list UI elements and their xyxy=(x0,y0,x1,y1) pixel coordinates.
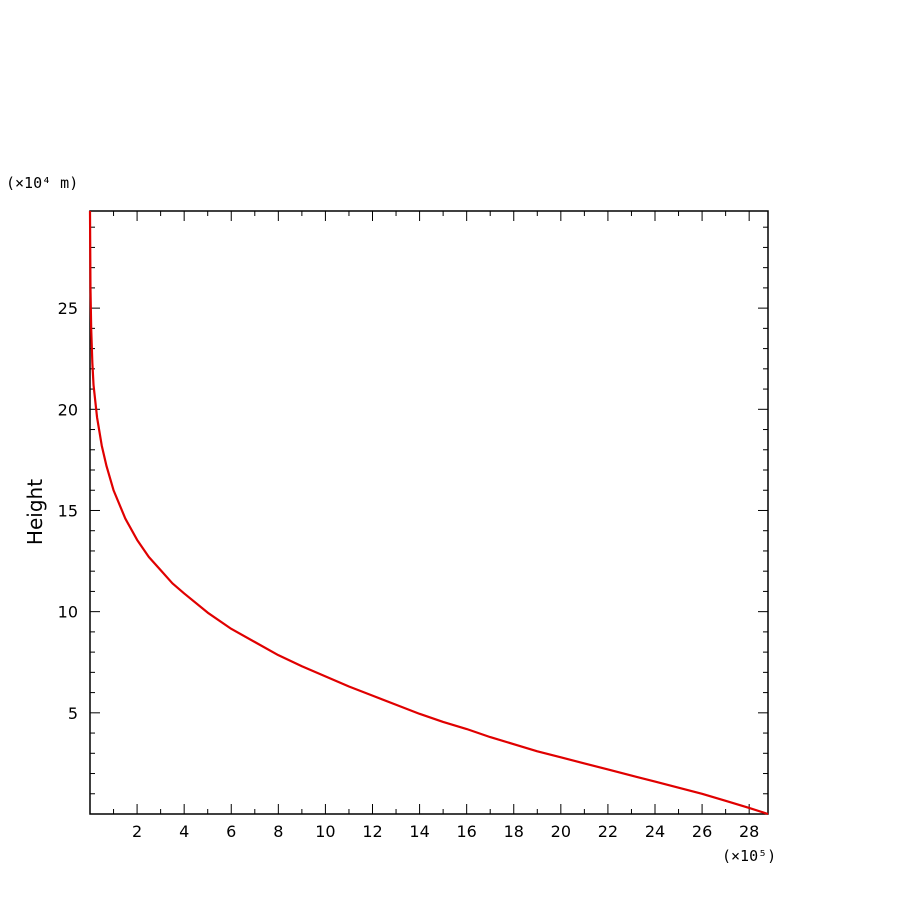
y-tick-label: 20 xyxy=(58,400,78,419)
x-tick-label: 12 xyxy=(362,822,382,841)
x-tick-label: 8 xyxy=(273,822,283,841)
y-tick-label: 10 xyxy=(58,603,78,622)
series-line-0 xyxy=(88,210,769,816)
x-tick-label: 10 xyxy=(315,822,335,841)
series-layer xyxy=(88,210,769,816)
x-tick-label: 2 xyxy=(132,822,142,841)
x-tick-label: 14 xyxy=(409,822,429,841)
y-tick-label: 15 xyxy=(58,501,78,520)
plot-frame xyxy=(89,210,769,815)
x-tick-label: 18 xyxy=(504,822,524,841)
x-tick-label: 28 xyxy=(739,822,759,841)
x-tick-label: 20 xyxy=(551,822,571,841)
x-tick-label: 22 xyxy=(598,822,618,841)
x-tick-label: 4 xyxy=(179,822,189,841)
y-tick-label: 5 xyxy=(68,704,78,723)
y-axis-label: Height xyxy=(23,479,47,545)
x-tick-label: 6 xyxy=(226,822,236,841)
ticks-layer xyxy=(90,211,768,814)
x-tick-label: 16 xyxy=(456,822,476,841)
x-axis-multiplier: (×10⁵) xyxy=(722,847,776,865)
y-tick-label: 25 xyxy=(58,299,78,318)
x-tick-label: 26 xyxy=(692,822,712,841)
y-axis-multiplier: (×10⁴ m) xyxy=(6,174,78,192)
x-tick-label: 24 xyxy=(645,822,665,841)
